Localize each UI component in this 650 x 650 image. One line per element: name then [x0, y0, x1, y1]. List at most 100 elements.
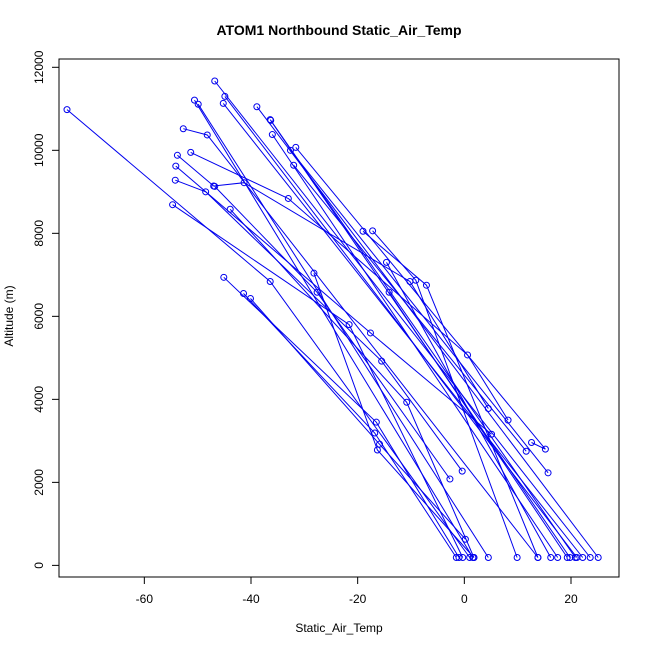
data-point [246, 294, 254, 302]
flight-series [369, 227, 521, 561]
x-axis-title: Static_Air_Temp [295, 621, 383, 635]
data-point [464, 351, 472, 359]
series-line [172, 204, 464, 558]
y-tick-label: 0 [32, 562, 46, 569]
y-tick-label: 4000 [32, 386, 46, 413]
x-axis: -60 -40 -20 0 20 [136, 577, 578, 606]
series-line [224, 96, 578, 558]
flight-series [310, 269, 478, 561]
data-point [373, 446, 381, 454]
data-point [522, 447, 530, 455]
y-axis: 0 2000 4000 6000 8000 10000 12000 [32, 50, 59, 569]
data-point [528, 439, 536, 447]
data-point [541, 445, 549, 453]
data-point [586, 553, 594, 561]
flight-series [169, 201, 467, 561]
data-point [446, 475, 454, 483]
flight-series [290, 161, 530, 455]
data-point [240, 179, 248, 187]
series-line [250, 298, 466, 540]
series-line [295, 147, 546, 450]
data-point [220, 273, 228, 281]
data-point [310, 269, 318, 277]
flight-series [246, 294, 469, 543]
series-line [313, 273, 475, 558]
data-point [579, 553, 587, 561]
data-point [488, 430, 496, 438]
data-point [513, 553, 521, 561]
y-tick-label: 2000 [32, 469, 46, 496]
data-point [461, 535, 469, 543]
x-tick-label: -60 [136, 592, 154, 606]
data-point [359, 227, 367, 235]
data-point [504, 416, 512, 424]
flight-series [268, 131, 562, 561]
flight-series [194, 100, 492, 561]
data-point [171, 176, 179, 184]
data-point [422, 281, 430, 289]
data-point [211, 182, 219, 190]
data-point [372, 418, 380, 426]
flight-series [211, 77, 594, 561]
data-point [169, 201, 177, 209]
data-point [594, 553, 602, 561]
plot-area-border [58, 58, 620, 578]
data-point [547, 553, 555, 561]
series-line [197, 103, 489, 558]
y-tick-label: 12000 [32, 50, 46, 84]
series-line [177, 154, 489, 409]
series-line [269, 119, 576, 558]
data-point [211, 77, 219, 85]
data-point [172, 162, 180, 170]
flight-series [211, 182, 454, 483]
data-point [292, 143, 300, 151]
y-tick-label: 10000 [32, 133, 46, 167]
data-point [376, 440, 384, 448]
data-point [253, 103, 261, 111]
data-point [290, 161, 298, 169]
data-point [266, 277, 274, 285]
chart-title: ATOM1 Northbound Static_Air_Temp [216, 22, 461, 38]
series-line [293, 164, 527, 452]
data-point [554, 553, 562, 561]
data-point [226, 205, 234, 213]
data-point [63, 106, 71, 114]
data-point [378, 357, 386, 365]
data-point [286, 146, 294, 154]
data-point [484, 404, 492, 412]
data-point [563, 553, 571, 561]
series-line [214, 80, 591, 558]
data-point [194, 100, 202, 108]
y-tick-label: 8000 [32, 220, 46, 247]
data-point [534, 553, 542, 561]
data-point [571, 553, 579, 561]
data-point [403, 398, 411, 406]
flight-series [179, 125, 542, 561]
flight-series [266, 116, 579, 561]
data-point [187, 148, 195, 156]
data-point [458, 467, 466, 475]
data-point [385, 288, 393, 296]
series-line [372, 230, 518, 558]
data-point [412, 276, 420, 284]
data-point [484, 553, 492, 561]
data-point [203, 131, 211, 139]
data-point [219, 99, 227, 107]
data-point [268, 131, 276, 139]
x-tick-label: 0 [461, 592, 468, 606]
data-point [202, 188, 210, 196]
data-point [544, 469, 552, 477]
data-point [345, 321, 353, 329]
series-layer [63, 77, 602, 561]
series-line [214, 186, 451, 480]
data-point [366, 329, 374, 337]
series-line [388, 292, 568, 558]
data-point [179, 125, 187, 133]
series-line [175, 165, 492, 435]
series-line [183, 128, 539, 558]
data-point [452, 553, 460, 561]
y-axis-title: Altitude (m) [2, 285, 16, 346]
x-tick-label: -40 [242, 592, 260, 606]
